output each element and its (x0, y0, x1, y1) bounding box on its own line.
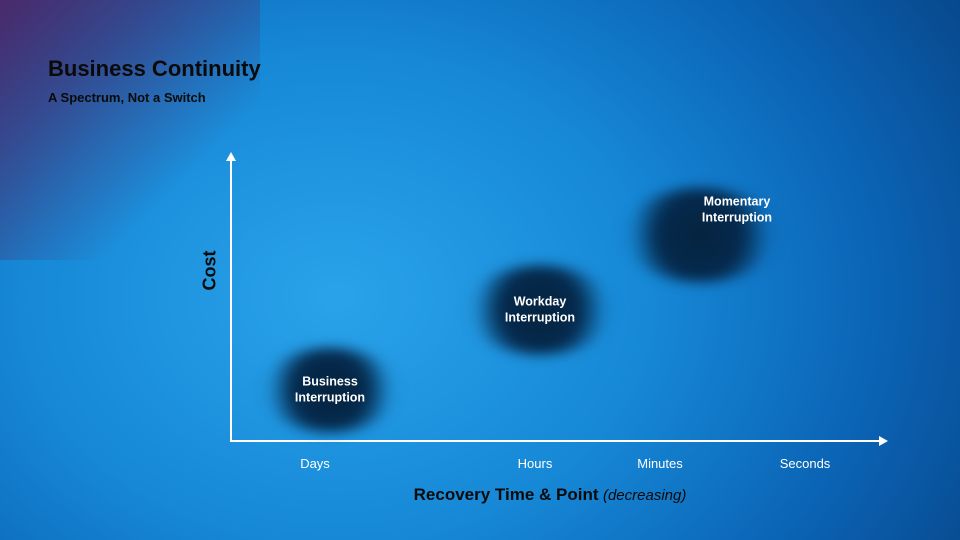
x-tick-seconds: Seconds (780, 456, 831, 471)
label-line1: Workday (514, 294, 567, 308)
x-axis-label: Recovery Time & Point (decreasing) (320, 485, 780, 505)
slide-subtitle: A Spectrum, Not a Switch (48, 90, 206, 105)
x-axis-label-sub: (decreasing) (603, 487, 686, 504)
x-tick-hours: Hours (518, 456, 553, 471)
label-line2: Interruption (702, 210, 772, 224)
x-tick-minutes: Minutes (637, 456, 683, 471)
y-axis-label: Cost (200, 251, 221, 291)
y-axis (230, 160, 232, 440)
label-line1: Business (302, 374, 358, 388)
x-axis-label-main: Recovery Time & Point (414, 485, 599, 504)
label-workday-interruption: Workday Interruption (505, 294, 575, 325)
label-line2: Interruption (505, 310, 575, 324)
x-axis (230, 440, 880, 442)
label-line1: Momentary (704, 194, 771, 208)
label-line2: Interruption (295, 390, 365, 404)
label-momentary-interruption: Momentary Interruption (702, 194, 772, 225)
cost-vs-recovery-chart: Cost Business Interruption Workday Inter… (200, 160, 900, 480)
slide-title: Business Continuity (48, 56, 261, 82)
label-business-interruption: Business Interruption (295, 374, 365, 405)
x-tick-days: Days (300, 456, 330, 471)
slide: Business Continuity A Spectrum, Not a Sw… (0, 0, 960, 540)
